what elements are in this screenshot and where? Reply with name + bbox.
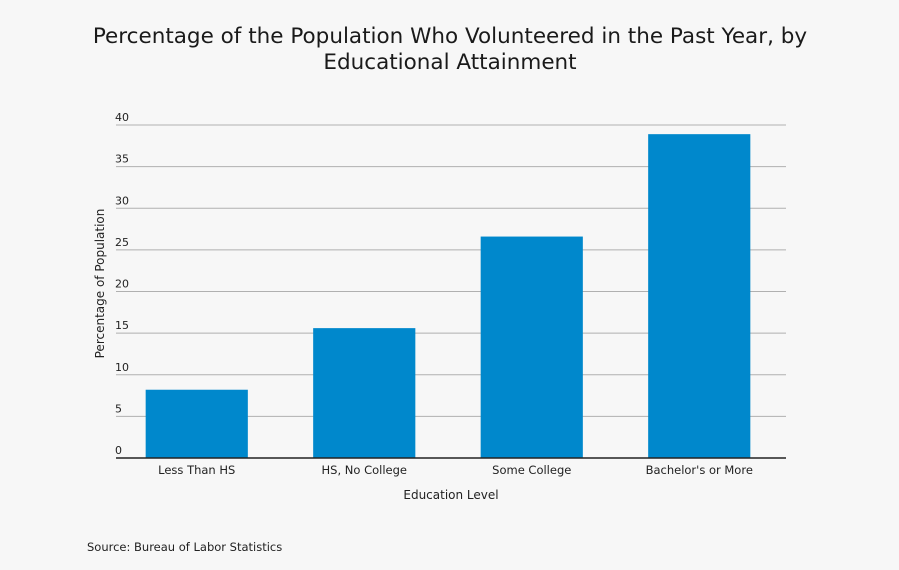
x-category-labels: Less Than HS HS, No College Some College Ba… (158, 463, 753, 477)
y-tick-label: 40 (115, 111, 129, 124)
y-tick-label: 30 (115, 194, 129, 207)
chart-title: Percentage of the Population Who Volunte… (92, 24, 808, 75)
bar (480, 236, 583, 458)
y-tick-label: 0 (115, 444, 122, 457)
x-category-label: Bachelor's or More (646, 463, 753, 477)
y-axis-title: Percentage of Population (93, 209, 107, 359)
y-tick-label: 25 (115, 236, 129, 249)
y-tick-labels: 0 5 10 15 20 25 30 35 40 (115, 111, 129, 457)
x-category-label: Less Than HS (158, 463, 235, 477)
x-category-label: Some College (492, 463, 571, 477)
y-tick-label: 35 (115, 153, 129, 166)
bar (313, 328, 416, 458)
source-note: Source: Bureau of Labor Statistics (87, 540, 283, 554)
bar (648, 134, 751, 458)
y-tick-label: 15 (115, 319, 129, 332)
y-tick-label: 20 (115, 278, 129, 291)
bars (145, 134, 751, 458)
y-tick-label: 5 (115, 402, 122, 415)
y-tick-label: 10 (115, 361, 129, 374)
x-axis-title: Education Level (403, 488, 498, 502)
bar (145, 389, 248, 458)
x-category-label: HS, No College (322, 463, 407, 477)
